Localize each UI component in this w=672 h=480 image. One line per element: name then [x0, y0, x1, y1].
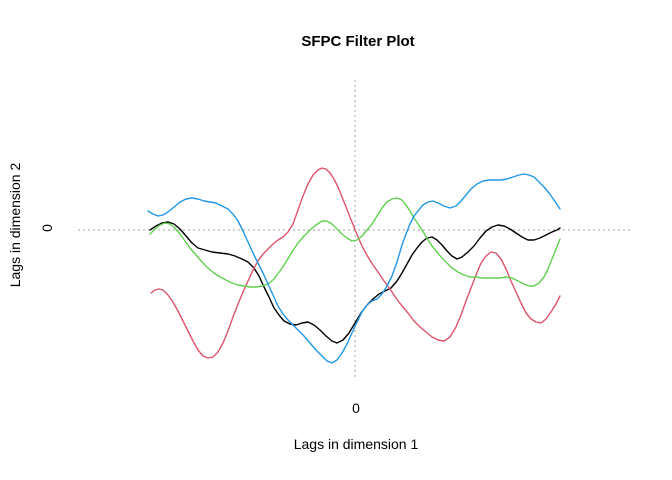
- series-filter-3-green: [149, 197, 561, 288]
- x-axis-label: Lags in dimension 1: [293, 436, 419, 452]
- series-filter-2-red: [150, 167, 561, 359]
- chart-title: SFPC Filter Plot: [301, 33, 415, 50]
- y-axis-label: Lags in dimension 2: [7, 162, 23, 288]
- series-filter-4-blue: [147, 173, 561, 364]
- y-axis-tick-0: 0: [39, 224, 55, 232]
- x-axis-tick-0: 0: [352, 400, 360, 416]
